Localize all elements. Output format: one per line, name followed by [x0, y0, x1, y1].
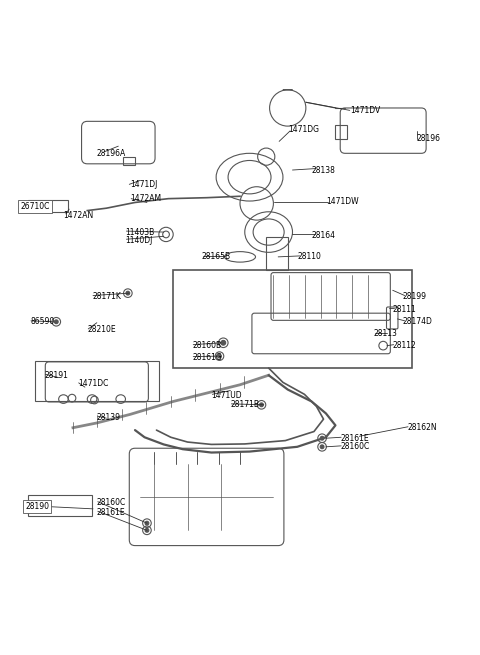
Text: 11403B: 11403B: [125, 227, 155, 236]
Bar: [28, 495, 92, 516]
Text: 28162N: 28162N: [407, 423, 437, 432]
Text: 28190: 28190: [25, 502, 49, 511]
Text: 1471DW: 1471DW: [326, 198, 359, 206]
Bar: [266, 237, 288, 271]
Text: 1140DJ: 1140DJ: [125, 236, 153, 245]
Circle shape: [126, 291, 130, 295]
Text: 26710C: 26710C: [21, 202, 50, 212]
Text: 28164: 28164: [312, 231, 336, 240]
Bar: [336, 124, 348, 139]
Text: 28190: 28190: [25, 502, 49, 511]
Circle shape: [145, 521, 149, 525]
Circle shape: [54, 320, 58, 324]
Text: 28191: 28191: [44, 371, 68, 380]
Text: 1472AM: 1472AM: [130, 194, 161, 203]
Text: 28199: 28199: [402, 292, 426, 301]
Text: 28111: 28111: [393, 305, 417, 314]
Text: 1471DJ: 1471DJ: [130, 180, 157, 189]
Text: 1471DG: 1471DG: [288, 125, 319, 134]
Circle shape: [320, 436, 324, 440]
Text: 28113: 28113: [373, 329, 397, 338]
Bar: [35, 361, 159, 402]
Text: 86590: 86590: [30, 317, 54, 326]
Text: 28161E: 28161E: [340, 434, 369, 443]
Bar: [173, 271, 412, 368]
Text: 28196: 28196: [417, 134, 441, 143]
Text: 28110: 28110: [297, 252, 321, 261]
Text: 28138: 28138: [312, 166, 336, 174]
Text: 28174D: 28174D: [402, 317, 432, 326]
Text: 1472AN: 1472AN: [63, 211, 94, 220]
Circle shape: [217, 354, 221, 358]
Text: 28161G: 28161G: [192, 353, 222, 362]
Text: 28171B: 28171B: [230, 400, 260, 409]
Text: 28139: 28139: [97, 413, 121, 422]
Text: 28160C: 28160C: [340, 442, 370, 451]
Text: 1471UD: 1471UD: [211, 391, 242, 400]
Bar: [28, 200, 68, 212]
Circle shape: [320, 445, 324, 449]
FancyArrow shape: [283, 83, 292, 90]
Text: 26710C: 26710C: [21, 202, 50, 212]
Text: 28210E: 28210E: [87, 326, 116, 335]
Circle shape: [221, 341, 226, 345]
Text: 28112: 28112: [393, 341, 417, 350]
Text: 1471DC: 1471DC: [78, 379, 108, 388]
Text: 28161E: 28161E: [97, 508, 125, 517]
Text: 28160B: 28160B: [192, 341, 221, 350]
Text: 28196A: 28196A: [97, 149, 126, 158]
Circle shape: [260, 403, 264, 407]
Bar: [123, 157, 135, 165]
Text: 28160C: 28160C: [97, 498, 126, 507]
Text: 1471DV: 1471DV: [350, 106, 380, 115]
Text: 28165B: 28165B: [202, 252, 231, 261]
Circle shape: [145, 529, 149, 533]
Text: 28171K: 28171K: [92, 292, 121, 301]
